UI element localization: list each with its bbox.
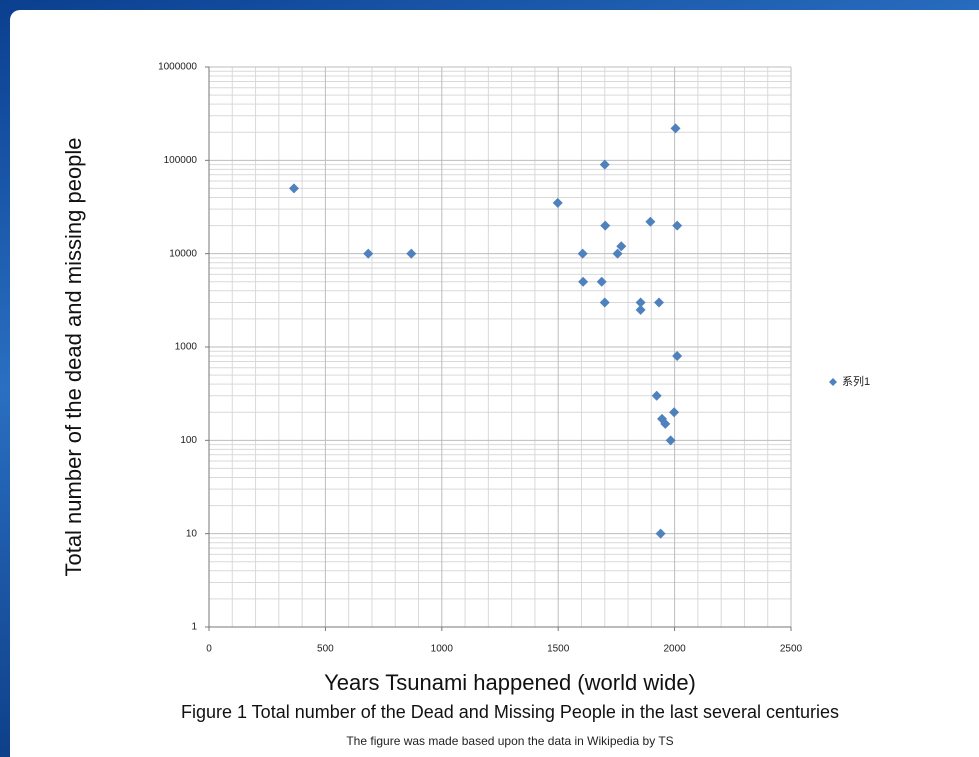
y-tick-label: 1000 <box>175 342 198 353</box>
page: {"chart_data": {"type": "scatter", "y_la… <box>0 0 979 757</box>
point <box>578 277 588 287</box>
y-tick-label: 100000 <box>164 155 198 166</box>
y-tick-label: 1 <box>191 622 197 633</box>
point <box>669 407 679 417</box>
point <box>600 160 610 170</box>
x-tick-label: 1500 <box>547 644 570 655</box>
x-tick-label: 2500 <box>780 644 803 655</box>
point <box>289 183 299 193</box>
y-tick-label: 1000000 <box>158 62 197 73</box>
point <box>654 297 664 307</box>
point <box>578 249 588 259</box>
x-tick-label: 0 <box>206 644 212 655</box>
x-tick-label: 500 <box>317 644 334 655</box>
chart: Total number of the dead and missing peo… <box>0 0 979 757</box>
y-tick-label: 10000 <box>169 248 197 259</box>
note: The figure was made based upon the data … <box>346 734 673 748</box>
x-axis-title: Years Tsunami happened (world wide) <box>324 670 696 695</box>
y-tick-label: 10 <box>186 528 198 539</box>
point <box>652 391 662 401</box>
point <box>600 297 610 307</box>
y-axis-title: Total number of the dead and missing peo… <box>61 137 86 576</box>
point <box>600 221 610 231</box>
point <box>553 198 563 208</box>
point <box>406 249 416 259</box>
point <box>672 221 682 231</box>
point <box>636 305 646 315</box>
x-tick-label: 2000 <box>663 644 686 655</box>
caption: Figure 1 Total number of the Dead and Mi… <box>181 702 839 722</box>
y-tick-label: 100 <box>180 435 197 446</box>
x-tick-label: 1000 <box>431 644 454 655</box>
legend-label: 系列1 <box>842 374 870 388</box>
point <box>672 351 682 361</box>
legend-marker <box>829 378 837 386</box>
point <box>656 529 666 539</box>
